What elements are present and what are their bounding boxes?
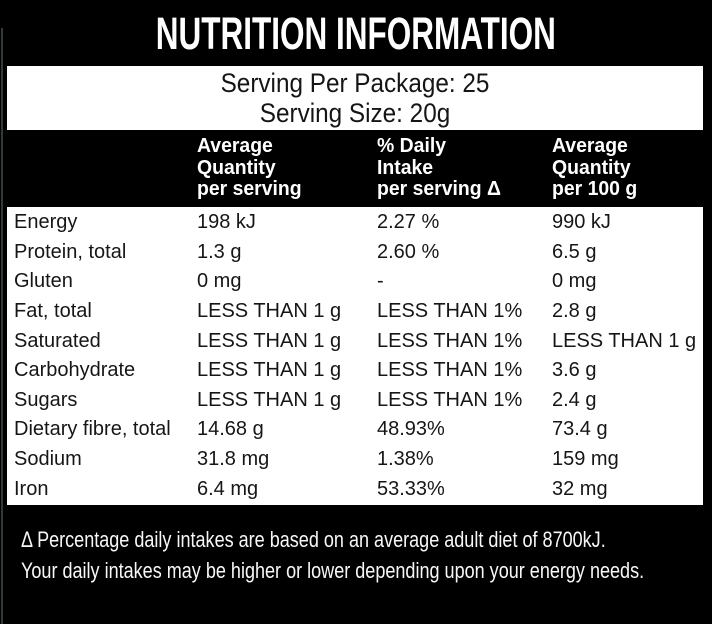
value-per-serving: 198 kJ <box>197 211 256 234</box>
table-row: Protein, total 1.3 g 2.60 % 6.5 g <box>14 238 703 268</box>
value-per-100g: 32 mg <box>552 477 608 500</box>
nutrient-label: Carbohydrate <box>14 359 136 382</box>
table-row: Saturated LESS THAN 1 g LESS THAN 1% LESS T… <box>14 326 703 356</box>
table-row: Iron 6.4 mg 53.33% 32 mg <box>14 474 703 504</box>
table-body: Energy 198 kJ 2.27 % 990 kJ Protein, total 1.… <box>7 207 703 505</box>
value-per-100g: LESS THAN 1 g <box>552 329 697 352</box>
col-header-nutrient <box>14 136 197 207</box>
value-per-100g: 159 mg <box>552 448 619 471</box>
col-header-daily-intake: % Daily Intake per serving Δ <box>377 135 501 201</box>
serving-size: Serving Size: 20g <box>259 98 451 128</box>
serving-info-panel: Serving Per Package: 25 Serving Size: 20… <box>7 66 703 130</box>
value-per-serving: 1.3 g <box>197 240 242 263</box>
value-per-100g: 0 mg <box>552 270 597 293</box>
nutrient-label: Sodium <box>14 448 82 471</box>
value-daily-intake: - <box>377 270 384 293</box>
value-per-serving: 6.4 mg <box>197 477 259 500</box>
col-header-per-serving: Average Quantity per serving <box>197 135 302 201</box>
value-daily-intake: 53.33% <box>377 477 445 500</box>
value-per-serving: 14.68 g <box>197 418 264 441</box>
table-row: Sodium 31.8 mg 1.38% 159 mg <box>14 445 703 475</box>
nutrient-label: Saturated <box>14 329 101 352</box>
value-per-100g: 6.5 g <box>552 240 597 263</box>
value-per-serving: 31.8 mg <box>197 448 270 471</box>
value-per-serving: LESS THAN 1 g <box>197 359 342 382</box>
value-daily-intake: LESS THAN 1% <box>377 300 523 323</box>
title-band: NUTRITION INFORMATION <box>0 0 712 66</box>
value-per-serving: LESS THAN 1 g <box>197 329 342 352</box>
value-daily-intake: 2.27 % <box>377 211 440 234</box>
value-per-100g: 2.8 g <box>552 300 597 323</box>
nutrient-label: Fat, total <box>14 300 92 323</box>
nutrient-label: Protein, total <box>14 240 127 263</box>
value-daily-intake: LESS THAN 1% <box>377 388 523 411</box>
value-daily-intake: LESS THAN 1% <box>377 359 523 382</box>
col-header-per-100g: Average Quantity per 100 g <box>552 135 638 201</box>
value-per-100g: 2.4 g <box>552 388 597 411</box>
value-daily-intake: 48.93% <box>377 418 445 441</box>
page-title: NUTRITION INFORMATION <box>155 8 557 59</box>
footnote-line-1: Δ Percentage daily intakes are based on … <box>21 527 606 552</box>
footnote-line-2: Your daily intakes may be higher or lowe… <box>21 558 645 583</box>
table-row: Carbohydrate LESS THAN 1 g LESS THAN 1% 3.6… <box>14 356 703 386</box>
nutrient-label: Gluten <box>14 270 73 293</box>
table-row: Fat, total LESS THAN 1 g LESS THAN 1% 2.8 g <box>14 297 703 327</box>
value-per-serving: LESS THAN 1 g <box>197 388 342 411</box>
nutrient-label: Iron <box>14 477 49 500</box>
nutrient-label: Dietary fibre, total <box>14 418 171 441</box>
value-per-100g: 73.4 g <box>552 418 608 441</box>
table-header: Average Quantity per serving % Daily Int… <box>0 130 712 207</box>
value-daily-intake: LESS THAN 1% <box>377 329 523 352</box>
table-row: Gluten 0 mg - 0 mg <box>14 267 703 297</box>
left-edge-artifact <box>1 28 3 624</box>
table-row: Energy 198 kJ 2.27 % 990 kJ <box>14 208 703 238</box>
value-per-serving: 0 mg <box>197 270 242 293</box>
table-row: Dietary fibre, total 14.68 g 48.93% 73.4 g <box>14 415 703 445</box>
value-per-100g: 990 kJ <box>552 211 611 234</box>
serving-per-package: Serving Per Package: 25 <box>220 68 490 98</box>
value-per-100g: 3.6 g <box>552 359 597 382</box>
nutrient-label: Energy <box>14 211 78 234</box>
nutrient-label: Sugars <box>14 388 78 411</box>
footnote: Δ Percentage daily intakes are based on … <box>0 505 712 624</box>
value-daily-intake: 1.38% <box>377 448 434 471</box>
value-per-serving: LESS THAN 1 g <box>197 300 342 323</box>
value-daily-intake: 2.60 % <box>377 240 440 263</box>
table-row: Sugars LESS THAN 1 g LESS THAN 1% 2.4 g <box>14 386 703 416</box>
